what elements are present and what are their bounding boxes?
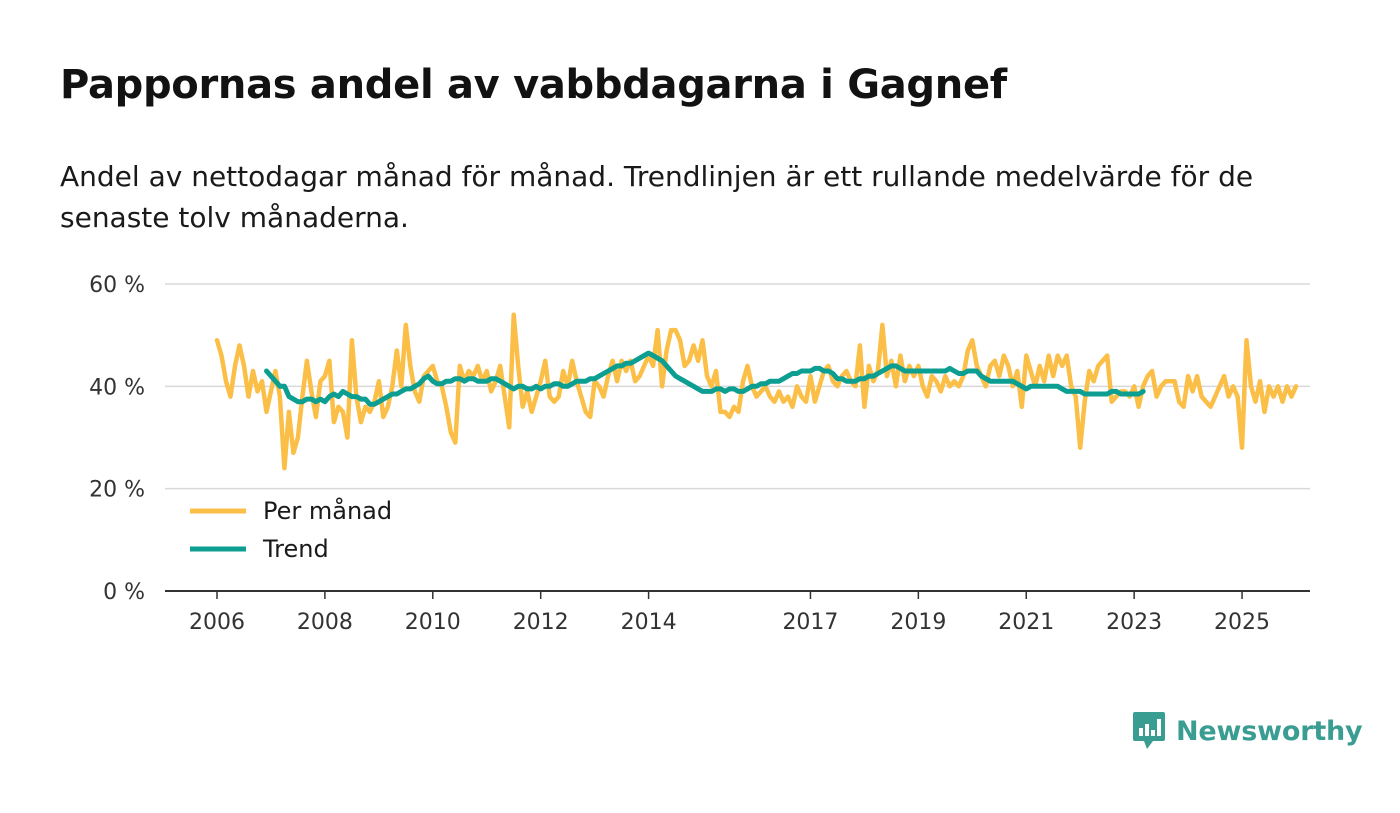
y-tick-label: 20 % xyxy=(89,478,145,503)
x-tick-label: 2019 xyxy=(890,610,946,635)
x-tick-label: 2006 xyxy=(189,610,245,635)
newsworthy-logo-icon xyxy=(1133,712,1165,749)
series-trend-line xyxy=(264,350,1146,407)
brand-logo: Newsworthy xyxy=(1132,711,1363,751)
x-tick-label: 2008 xyxy=(297,610,353,635)
series-per-manad-line xyxy=(214,312,1299,471)
chart-series xyxy=(214,312,1299,471)
legend-label: Per månad xyxy=(263,496,392,525)
x-tick-label: 2014 xyxy=(621,610,677,635)
y-tick-label: 0 % xyxy=(103,580,145,605)
chart-legend: Per månad Trend xyxy=(190,496,392,563)
x-tick-label: 2017 xyxy=(782,610,838,635)
x-tick-label: 2021 xyxy=(998,610,1054,635)
y-axis-tick-labels: 0 % 20 % 40 % 60 % xyxy=(89,273,145,605)
y-tick-label: 40 % xyxy=(89,375,145,400)
x-tick-label: 2025 xyxy=(1214,610,1270,635)
x-tick-label: 2010 xyxy=(405,610,461,635)
brand-name: Newsworthy xyxy=(1176,715,1363,747)
x-tick-label: 2012 xyxy=(513,610,569,635)
chart-title: Pappornas andel av vabbdagarna i Gagnef xyxy=(60,62,1007,108)
x-axis-tick-labels: 2006 2008 2010 2012 2014 2017 2019 2021 2023 2025 xyxy=(189,610,1270,635)
y-tick-label: 60 % xyxy=(89,273,145,298)
x-tick-label: 2023 xyxy=(1106,610,1162,635)
grid-lines xyxy=(165,283,1310,599)
chart-subtitle: Andel av nettodagar månad för månad. Tre… xyxy=(60,160,1254,234)
legend-label: Trend xyxy=(262,535,329,563)
